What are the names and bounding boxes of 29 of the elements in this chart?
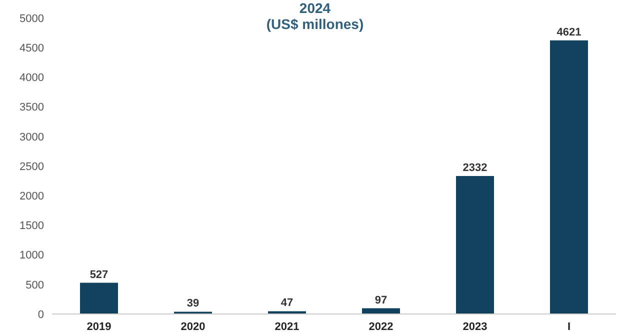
data-label: 2332	[462, 162, 488, 174]
data-label: 4621	[556, 26, 582, 38]
bar	[550, 40, 588, 314]
y-tick-label: 4000	[20, 72, 44, 84]
bar	[456, 176, 494, 314]
y-tick-label: 0	[38, 308, 44, 321]
x-tick-label: 2020	[180, 320, 206, 333]
y-tick-label: 3000	[20, 131, 44, 144]
y-tick-label: 2500	[20, 160, 44, 173]
y-tick-label: 1000	[20, 250, 44, 262]
y-tick-label: 5000	[20, 12, 44, 25]
y-tick-label: 1500	[20, 220, 44, 232]
chart-subtitle: (US$ millones)	[266, 16, 364, 32]
x-tick-label: 2023	[462, 320, 488, 333]
chart-title: 2024	[299, 0, 331, 16]
bar	[80, 282, 118, 314]
bar	[268, 311, 306, 314]
x-tick-label: 2019	[86, 320, 112, 333]
y-tick-label: 3500	[20, 102, 44, 114]
y-tick-label: 2000	[20, 190, 44, 203]
data-label: 527	[90, 268, 108, 281]
x-tick-label: I	[567, 320, 571, 333]
x-tick-label: 2021	[274, 320, 300, 333]
y-tick-label: 4500	[20, 42, 44, 55]
x-tick-label: 2022	[368, 320, 394, 333]
y-tick-label: 500	[26, 279, 44, 292]
data-label: 39	[186, 298, 200, 310]
data-label: 97	[374, 294, 388, 306]
data-label: 47	[280, 297, 294, 310]
